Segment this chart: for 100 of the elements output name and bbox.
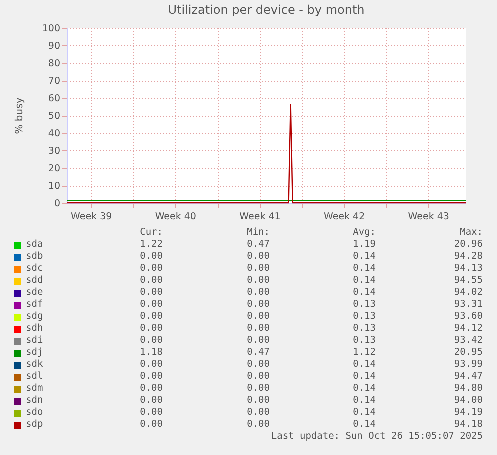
text: 0.00 bbox=[140, 263, 163, 274]
x-tick-label: Week 41 bbox=[240, 212, 281, 222]
legend-label: sda bbox=[26, 239, 44, 250]
chart-title: Utilization per device - by month bbox=[168, 3, 365, 17]
text: 0.13 bbox=[353, 311, 376, 322]
text: 0.47 bbox=[247, 347, 270, 358]
legend-label: sdc bbox=[26, 263, 44, 274]
text: 0.00 bbox=[247, 359, 270, 370]
text: 0.00 bbox=[247, 287, 270, 298]
text: 94.80 bbox=[454, 383, 483, 394]
text: Avg: bbox=[353, 227, 376, 238]
text: 0.00 bbox=[140, 371, 163, 382]
text: 0.00 bbox=[140, 359, 163, 370]
text: 93.99 bbox=[454, 359, 483, 370]
y-tick-label: 90 bbox=[48, 41, 60, 52]
text: 20.96 bbox=[454, 239, 483, 250]
text: 93.60 bbox=[454, 311, 483, 322]
legend-label: sdj bbox=[26, 347, 44, 358]
text: 0.14 bbox=[353, 263, 376, 274]
text: 0.00 bbox=[247, 323, 270, 334]
text: 0.00 bbox=[247, 299, 270, 310]
text: 1.12 bbox=[353, 347, 376, 358]
text: 94.28 bbox=[454, 251, 483, 262]
text: 0.14 bbox=[353, 383, 376, 394]
text: 93.31 bbox=[454, 299, 483, 310]
legend-label: sdk bbox=[26, 359, 44, 370]
text: 0.13 bbox=[353, 299, 376, 310]
text: 20.95 bbox=[454, 347, 483, 358]
legend-label: sdo bbox=[26, 407, 44, 418]
legend-label: sdm bbox=[26, 383, 44, 394]
y-tick-label: 30 bbox=[48, 146, 60, 157]
text: 0.00 bbox=[247, 419, 270, 430]
text: 94.19 bbox=[454, 407, 483, 418]
text: 94.02 bbox=[454, 287, 483, 298]
legend-label: sdp bbox=[26, 419, 44, 430]
text: 94.55 bbox=[454, 275, 483, 286]
text: 0.00 bbox=[247, 371, 270, 382]
text: 0.00 bbox=[247, 251, 270, 262]
y-axis-title: % busy bbox=[14, 98, 26, 134]
legend-label: sdn bbox=[26, 395, 44, 406]
x-tick-label: Week 40 bbox=[155, 212, 196, 222]
text: 0.00 bbox=[140, 335, 163, 346]
text: 94.13 bbox=[454, 263, 483, 274]
x-tick-label: Week 42 bbox=[324, 212, 366, 222]
y-tick-label: 20 bbox=[48, 164, 60, 174]
text: Min: bbox=[247, 227, 270, 238]
text: 0.00 bbox=[140, 251, 163, 262]
text: 94.47 bbox=[454, 371, 483, 382]
y-tick-label: 50 bbox=[48, 111, 60, 122]
text: Last update: Sun Oct 26 15:05:07 2025 bbox=[271, 431, 483, 442]
y-tick-label: 10 bbox=[48, 181, 60, 192]
text: 0.13 bbox=[353, 335, 376, 346]
text: 0.00 bbox=[247, 335, 270, 346]
y-tick-label: 80 bbox=[48, 58, 60, 70]
text: 0.00 bbox=[247, 275, 270, 286]
legend-label: sdl bbox=[26, 371, 44, 382]
legend-label: sdg bbox=[26, 311, 44, 322]
text: 0.00 bbox=[140, 275, 163, 286]
y-tick-label: 60 bbox=[48, 94, 60, 104]
text: 1.18 bbox=[140, 347, 163, 358]
text: 0.00 bbox=[247, 395, 270, 406]
text: 0.00 bbox=[140, 287, 163, 298]
x-tick-label: Week 39 bbox=[71, 212, 112, 222]
legend-label: sdb bbox=[26, 251, 44, 262]
text: 0.14 bbox=[353, 407, 376, 418]
text: 0.13 bbox=[353, 323, 376, 334]
y-tick-label: 70 bbox=[48, 76, 60, 87]
legend-label: sdh bbox=[26, 323, 44, 334]
text: 0.00 bbox=[140, 323, 163, 334]
text: 0.00 bbox=[247, 407, 270, 418]
text: 0.00 bbox=[140, 311, 163, 322]
text: 0.14 bbox=[353, 359, 376, 370]
x-tick-label: Week 43 bbox=[408, 212, 450, 222]
text: 0.00 bbox=[247, 311, 270, 322]
y-tick-label: 0 bbox=[54, 198, 60, 210]
text: 0.00 bbox=[247, 383, 270, 394]
text: 94.00 bbox=[454, 395, 483, 406]
text: 0.00 bbox=[140, 383, 163, 394]
text: 0.00 bbox=[247, 263, 270, 274]
legend-label: sdf bbox=[26, 299, 44, 310]
text: 0.00 bbox=[140, 395, 163, 406]
text: 1.19 bbox=[353, 239, 376, 250]
text: 0.14 bbox=[353, 251, 376, 262]
legend-label: sde bbox=[26, 287, 44, 298]
text: Max: bbox=[460, 227, 483, 238]
text: 1.22 bbox=[140, 239, 163, 250]
text: 93.42 bbox=[454, 335, 483, 346]
text: 0.14 bbox=[353, 419, 376, 430]
text: 0.00 bbox=[140, 407, 163, 418]
y-tick-label: 40 bbox=[48, 128, 60, 140]
text: 0.00 bbox=[140, 299, 163, 310]
legend-label: sdi bbox=[26, 335, 44, 346]
text: Cur: bbox=[140, 227, 163, 238]
text: 94.12 bbox=[454, 323, 483, 334]
text: 0.14 bbox=[353, 287, 376, 298]
text: 0.14 bbox=[353, 275, 376, 286]
text: 0.14 bbox=[353, 371, 376, 382]
legend-label: sdd bbox=[26, 275, 44, 286]
text: 0.47 bbox=[247, 239, 270, 250]
text: 0.14 bbox=[353, 395, 376, 406]
